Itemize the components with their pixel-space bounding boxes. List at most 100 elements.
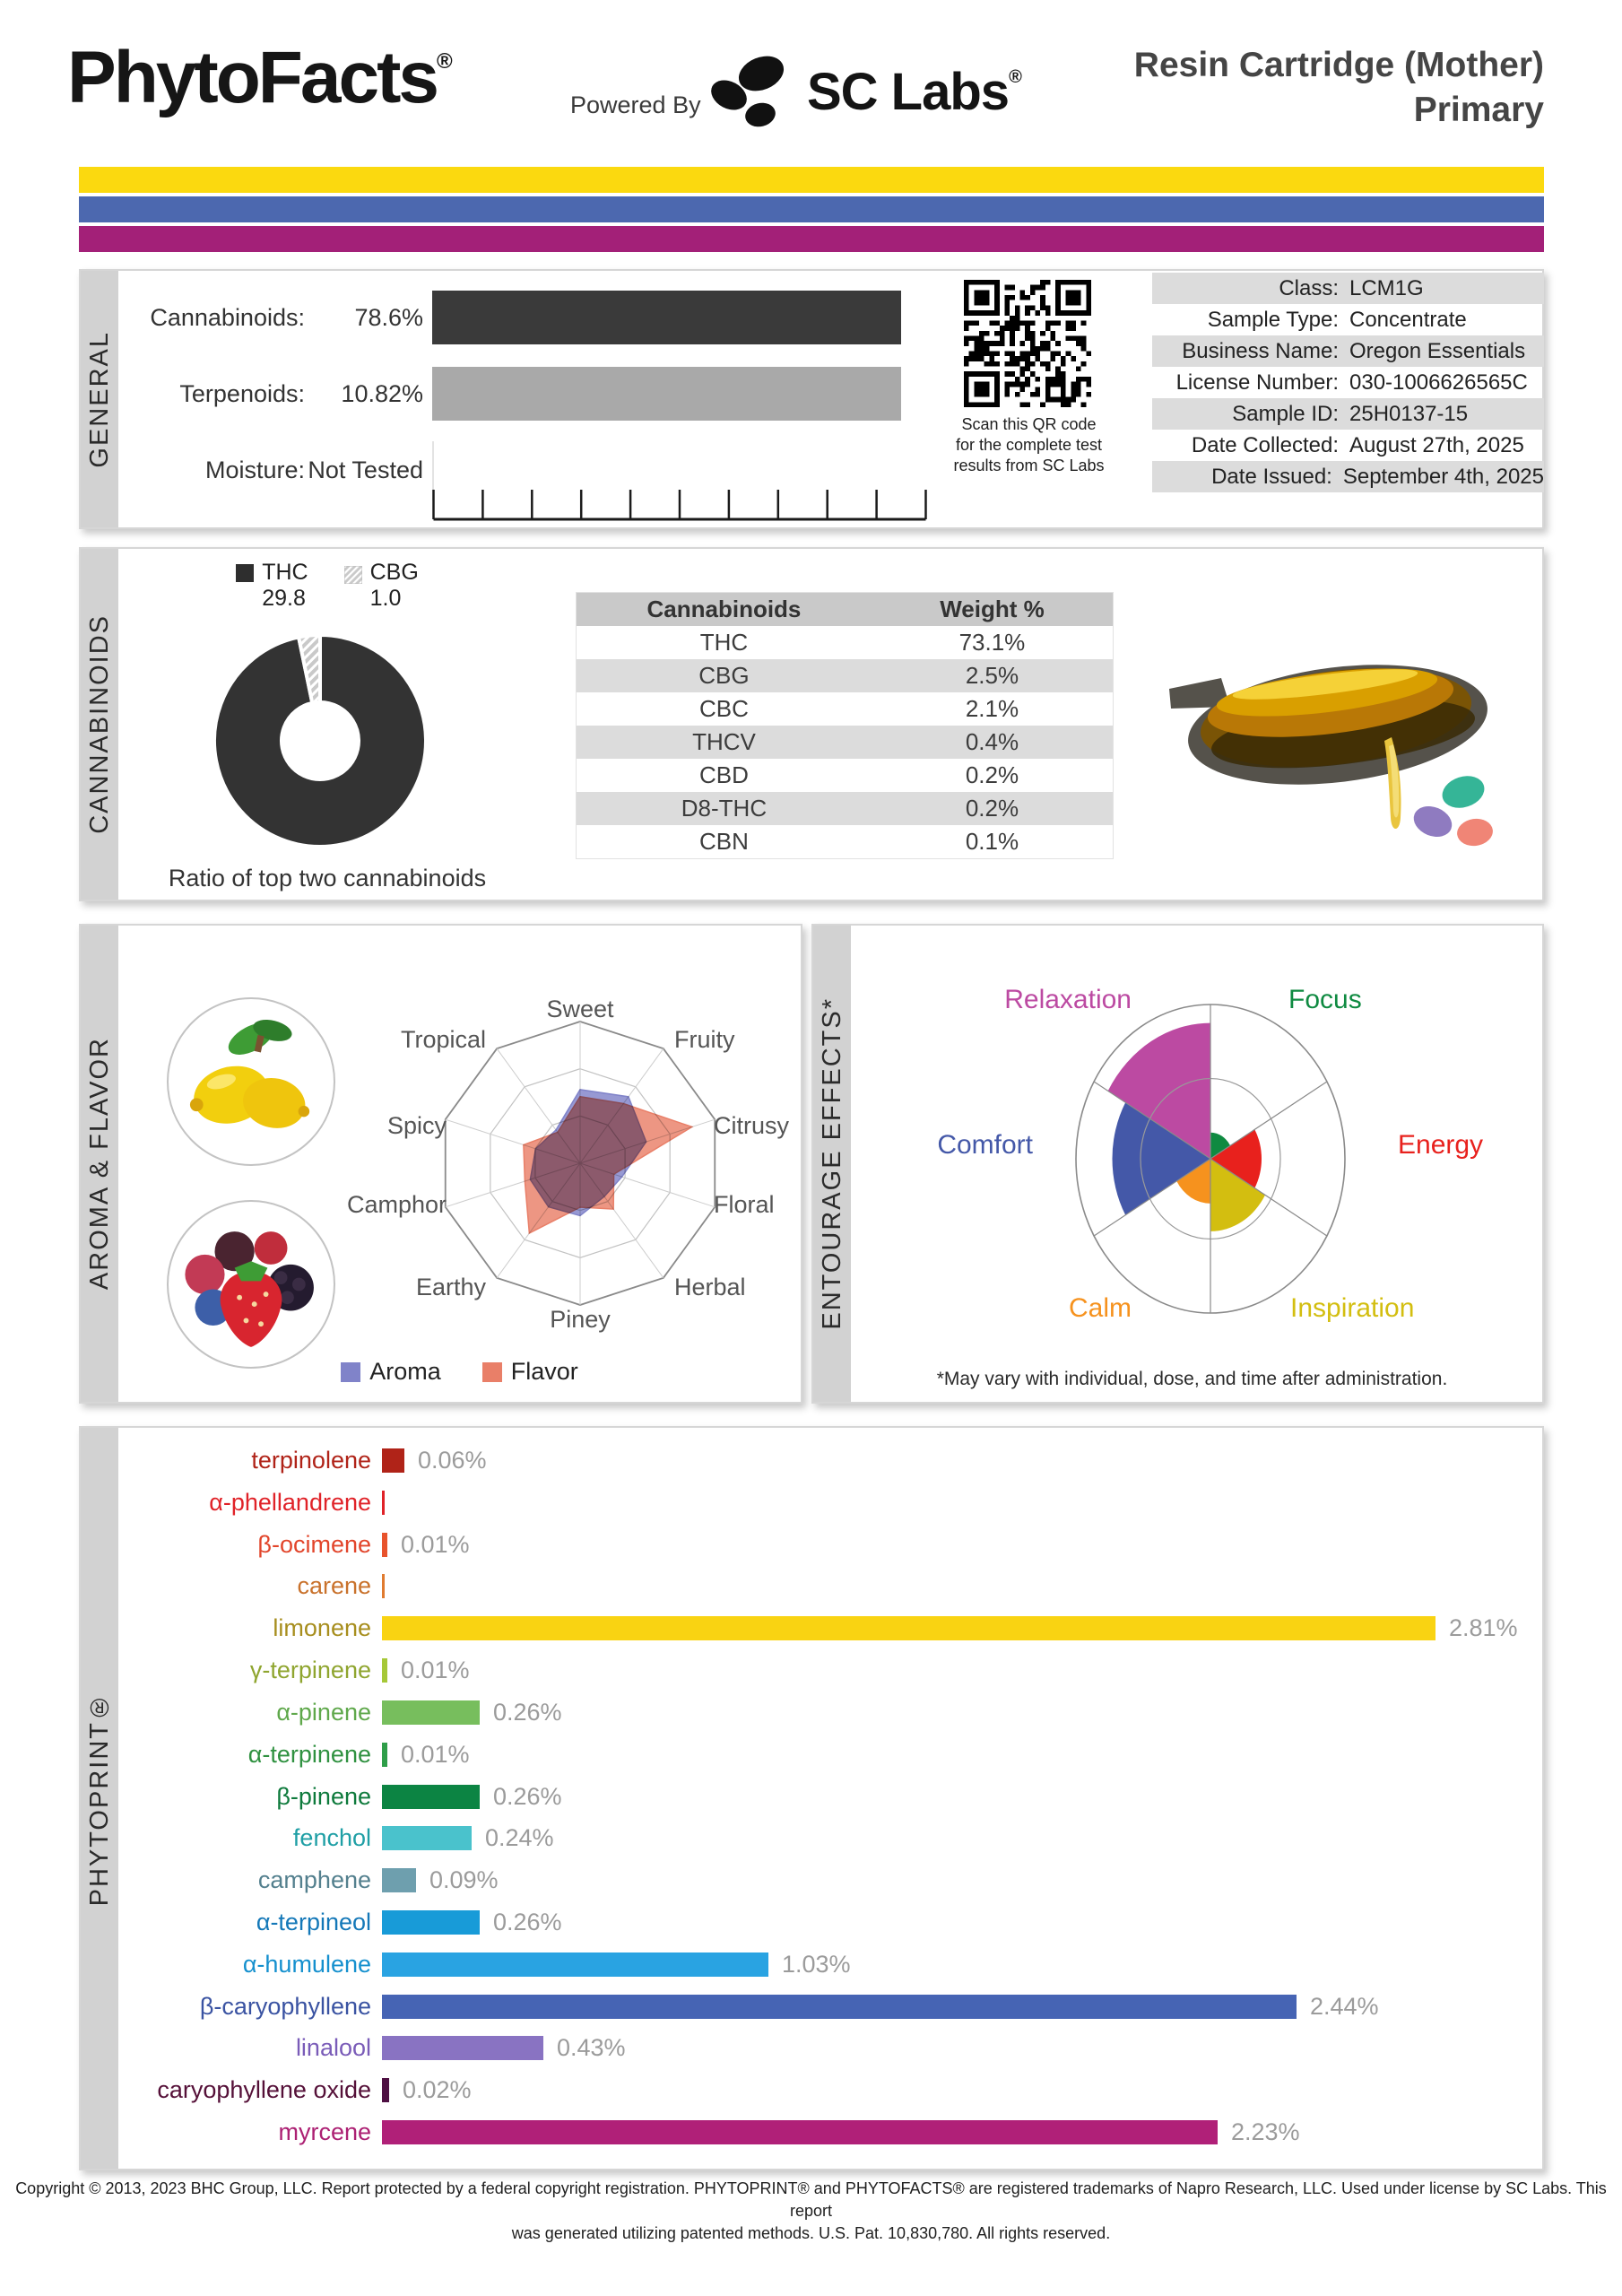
legend-name: THC — [262, 560, 308, 585]
metric-label: Terpenoids: — [179, 379, 305, 407]
terpene-value: 2.23% — [1231, 2118, 1300, 2145]
terpene-bar-wrap: 0.26% — [382, 1909, 1530, 1936]
radar-axis-label: Sweet — [546, 996, 614, 1022]
cannabinoid-weight: 0.1% — [965, 828, 1019, 855]
terpene-name: β-pinene — [276, 1782, 371, 1810]
terpene-row: camphene 0.09% — [118, 1866, 1530, 1894]
qr-code — [964, 280, 1091, 407]
terpene-row: β-pinene 0.26% — [118, 1782, 1530, 1810]
terpene-bar — [382, 1952, 768, 1977]
general-metric-row: Terpenoids: 10.82% — [118, 367, 901, 421]
metric-bar — [432, 367, 901, 421]
qr-caption-line2: for the complete test — [955, 436, 1103, 454]
cannabinoid-name: CBG — [698, 662, 750, 689]
cannabinoid-weight: 0.2% — [965, 795, 1019, 822]
terpene-bar-wrap: 0.01% — [382, 1657, 1530, 1684]
terpene-name: α-humulene — [242, 1950, 371, 1978]
terpene-name: α-terpineol — [256, 1908, 371, 1935]
info-row: Sample ID: 25H0137-15 — [1152, 398, 1544, 430]
entourage-effect-label: Calm — [1068, 1293, 1132, 1323]
legend-item: Aroma — [341, 1358, 441, 1386]
qr-caption: Scan this QR code for the complete test … — [915, 414, 1143, 476]
terpene-name: carene — [297, 1572, 371, 1600]
info-row: Class: LCM1G — [1152, 273, 1544, 304]
general-section-strip: GENERAL — [81, 271, 118, 527]
terpene-row: β-caryophyllene 2.44% — [118, 1993, 1530, 2020]
info-label: License Number: — [1175, 370, 1339, 395]
terpene-bar — [382, 2120, 1218, 2144]
terpene-row: α-terpinene 0.01% — [118, 1740, 1530, 1768]
terpene-bar — [382, 1700, 480, 1725]
terpene-name: γ-terpinene — [249, 1657, 371, 1684]
metric-label: Cannabinoids: — [150, 303, 305, 331]
phytoprint-section: PHYTOPRINT® terpinolene 0.06% α-phellandre… — [79, 1426, 1544, 2170]
radar-axis-label: Piney — [550, 1306, 611, 1333]
cannabinoid-name: CBC — [699, 695, 749, 722]
cannabinoid-weight: 73.1% — [958, 629, 1026, 656]
radar-axis-label: Camphor — [346, 1191, 447, 1218]
terpene-bar-wrap: 0.26% — [382, 1699, 1530, 1726]
powered-by-text: Powered By — [570, 91, 701, 118]
metric-bar — [432, 291, 901, 344]
terpene-value: 0.26% — [493, 1782, 562, 1810]
cannabinoid-weight: 2.1% — [965, 695, 1019, 722]
table-row: D8-THC 0.2% — [577, 792, 1113, 825]
terpene-row: α-phellandrene — [118, 1489, 1530, 1516]
terpene-name: limonene — [273, 1614, 371, 1642]
info-value: 25H0137-15 — [1349, 401, 1469, 426]
terpene-row: limonene 2.81% — [118, 1614, 1530, 1642]
cannabinoids-table: Cannabinoids Weight % THC 73.1% CBG 2.5% CBC 2.… — [576, 592, 1114, 859]
legend-item: CBG 1.0 — [343, 560, 419, 612]
legend-swatch-row: THC — [236, 560, 308, 586]
table-row: THCV 0.4% — [577, 726, 1113, 759]
terpene-value: 0.02% — [403, 2076, 472, 2104]
radar-axis-label: Floral — [714, 1191, 775, 1218]
terpene-bar-wrap: 2.81% — [382, 1614, 1530, 1642]
radar-axis-label: Fruity — [674, 1026, 735, 1053]
terpene-bar — [382, 1994, 1297, 2019]
table-row: CBC 2.1% — [577, 692, 1113, 726]
info-label: Sample Type: — [1207, 307, 1339, 332]
info-value: LCM1G — [1349, 275, 1424, 300]
terpene-name: α-pinene — [276, 1698, 371, 1726]
terpene-name: linalool — [295, 2034, 371, 2062]
radar-axis-label: Herbal — [674, 1274, 746, 1300]
terpene-bar-wrap: 0.43% — [382, 2034, 1530, 2062]
terpene-name: caryophyllene oxide — [157, 2076, 371, 2104]
terpene-value: 0.24% — [485, 1824, 554, 1852]
terpene-bar — [382, 1616, 1436, 1641]
entourage-effect-label: Comfort — [937, 1130, 1033, 1160]
terpene-value: 0.06% — [418, 1447, 487, 1474]
entourage-section-strip: ENTOURAGE EFFECTS* — [813, 926, 851, 1402]
terpene-bar-wrap — [382, 1574, 1530, 1599]
terpene-row: myrcene 2.23% — [118, 2118, 1530, 2145]
terpene-name: α-terpinene — [247, 1740, 371, 1768]
terpene-bar — [382, 1742, 387, 1767]
info-value: September 4th, 2025 — [1342, 464, 1544, 489]
terpene-row: linalool 0.43% — [118, 2034, 1530, 2062]
info-row: Date Collected: August 27th, 2025 — [1152, 430, 1544, 461]
entourage-effect-label: Inspiration — [1290, 1293, 1415, 1323]
sclabs-pebbles-icon — [711, 56, 785, 127]
terpene-bar — [382, 1909, 480, 1935]
cannabinoids-table-header: Cannabinoids Weight % — [577, 593, 1113, 626]
donut-legend: THC 29.8 CBG 1.0 — [197, 560, 457, 612]
info-value: 030-1006626565C — [1349, 370, 1528, 395]
terpene-bar — [382, 1658, 387, 1683]
info-label: Date Collected: — [1191, 432, 1339, 457]
donut-caption: Ratio of top two cannabinoids — [168, 865, 487, 891]
cannabinoid-ratio-donut-chart — [213, 633, 428, 848]
legend-name: Flavor — [510, 1358, 578, 1385]
info-row: License Number: 030-1006626565C — [1152, 367, 1544, 398]
terpene-bar — [382, 1448, 404, 1473]
qr-caption-line1: Scan this QR code — [961, 415, 1097, 433]
terpene-bar-wrap: 0.09% — [382, 1866, 1530, 1894]
legend-swatch — [481, 1361, 502, 1382]
legend-item: Flavor — [481, 1358, 578, 1386]
aroma-flavor-section-strip: AROMA & FLAVOR — [81, 926, 118, 1402]
terpene-bar-chart: terpinolene 0.06% α-phellandrene β-ocimene 0… — [118, 1447, 1530, 2145]
phytoprint-section-label: PHYTOPRINT® — [84, 1690, 114, 1907]
sclabs-registered-mark: ® — [1009, 66, 1022, 87]
berries-icon — [185, 1231, 314, 1347]
